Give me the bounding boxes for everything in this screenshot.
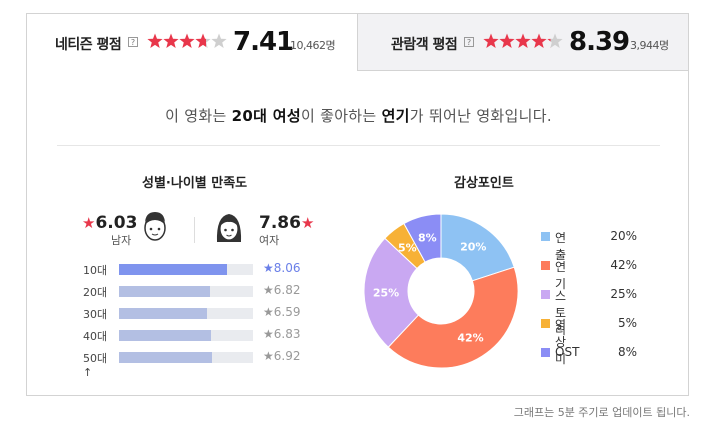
- age-score: ★6.59: [263, 305, 300, 319]
- audience-count: 3,944명: [630, 39, 669, 52]
- rating-panel: 네티즌 평점 ? 7.41 10,462명 관람객 평점 ? 8.39 3,94…: [26, 13, 689, 396]
- star-icon: [163, 33, 179, 48]
- star-icon: ★: [300, 214, 315, 232]
- star-icon: [499, 33, 515, 48]
- age-label: 10대: [83, 264, 108, 277]
- legend-label: 스토리: [555, 289, 567, 337]
- age-score-value: 6.82: [273, 283, 301, 297]
- audience-rating-label: 관람객 평점: [391, 37, 458, 53]
- star-icon: ★: [263, 283, 274, 297]
- legend-value: 42%: [610, 258, 637, 272]
- male-avatar-icon: [144, 212, 166, 241]
- legend-value: 20%: [610, 229, 637, 243]
- donut-slice: [403, 213, 442, 263]
- slice-value-label: 42%: [457, 331, 483, 344]
- legend-swatch: [541, 261, 550, 270]
- star-icon: [483, 33, 499, 48]
- audience-score: 8.39: [569, 27, 630, 57]
- male-label: 남자: [111, 234, 132, 247]
- age-bar: [119, 330, 211, 341]
- female-label: 여자: [259, 234, 280, 247]
- netizen-star-rating: [147, 33, 227, 48]
- donut-slice: [363, 237, 420, 348]
- age-bar: [119, 308, 208, 319]
- age-score-value: 6.83: [273, 327, 301, 341]
- age-bar-track: [119, 286, 253, 297]
- watch-point-donut-chart: 20% 42% 25% 5%8%: [363, 213, 519, 369]
- tab-audience-rating[interactable]: 관람객 평점 ? 8.39 3,944명: [357, 14, 688, 71]
- female-score-value: 7.86: [259, 213, 301, 233]
- age-bar: [119, 264, 227, 275]
- age-bar-track: [119, 308, 253, 319]
- age-score: ★6.83: [263, 327, 300, 341]
- star-icon: [211, 33, 227, 48]
- star-icon: ★: [263, 349, 274, 363]
- age-bar: [119, 286, 211, 297]
- netizen-count: 10,462명: [290, 39, 336, 52]
- star-icon: [195, 33, 211, 48]
- age-score: ★6.92: [263, 349, 300, 363]
- age-bar-track: [119, 352, 253, 363]
- star-icon: [147, 33, 163, 48]
- age-label: 40대: [83, 330, 108, 343]
- netizen-score: 7.41: [233, 27, 294, 57]
- star-icon: [547, 33, 563, 48]
- star-icon: ★: [263, 305, 274, 319]
- slice-value-label: 25%: [373, 287, 399, 300]
- age-bar-track: [119, 330, 253, 341]
- slice-value-label: 20%: [460, 241, 486, 254]
- age-score: ★6.82: [263, 283, 300, 297]
- male-score: ★6.03: [82, 213, 137, 233]
- legend-label: OST: [555, 345, 580, 359]
- legend-swatch: [541, 319, 550, 328]
- legend-value: 8%: [617, 345, 637, 359]
- summary-text: 이 영화는: [165, 107, 232, 125]
- age-bar: [119, 352, 212, 363]
- female-score: 7.86★: [259, 213, 314, 233]
- donut-slice: [387, 266, 519, 369]
- legend-swatch: [541, 232, 550, 241]
- legend-swatch: [541, 290, 550, 299]
- legend-label: 연출: [555, 231, 567, 262]
- watch-point-section-title: 감상포인트: [454, 176, 514, 191]
- netizen-rating-label: 네티즌 평점: [55, 37, 122, 53]
- help-icon[interactable]: ?: [464, 37, 474, 47]
- slice-value-label: 5%: [398, 242, 417, 255]
- age-label: 20대: [83, 286, 108, 299]
- help-icon[interactable]: ?: [128, 37, 138, 47]
- age-score-value: 6.92: [273, 349, 301, 363]
- star-icon: ★: [263, 327, 274, 341]
- age-score: ★8.06: [263, 261, 300, 275]
- age-label: 50대↑: [83, 352, 108, 379]
- summary-text: 가 뛰어난 영화입니다.: [409, 107, 552, 125]
- legend-label: 영상미: [555, 318, 567, 366]
- gender-age-section-title: 성별·나이별 만족도: [142, 176, 248, 191]
- male-score-value: 6.03: [95, 213, 138, 233]
- summary-target-group: 20대 여성: [231, 107, 301, 125]
- star-icon: [515, 33, 531, 48]
- female-avatar-icon: [216, 214, 242, 242]
- star-icon: ★: [263, 261, 274, 275]
- donut-slice: [440, 213, 515, 282]
- age-label: 30대: [83, 308, 108, 321]
- star-icon: [179, 33, 195, 48]
- star-icon: ★: [82, 214, 96, 232]
- audience-star-rating: [483, 33, 563, 48]
- summary-highlight-point: 연기: [381, 107, 410, 125]
- summary-text: 이 좋아하는: [300, 107, 382, 125]
- age-score-value: 8.06: [273, 261, 301, 275]
- update-note: 그래프는 5분 주기로 업데이트 됩니다.: [513, 406, 690, 419]
- legend-value: 25%: [610, 287, 637, 301]
- age-bar-track: [119, 264, 253, 275]
- tab-netizen-rating[interactable]: 네티즌 평점 ? 7.41 10,462명: [27, 14, 357, 71]
- legend-swatch: [541, 348, 550, 357]
- audience-summary: 이 영화는 20대 여성이 좋아하는 연기가 뛰어난 영화입니다.: [27, 105, 690, 126]
- age-score-value: 6.59: [273, 305, 301, 319]
- legend-value: 5%: [617, 316, 637, 330]
- legend-label: 연기: [555, 260, 567, 291]
- star-icon: [531, 33, 547, 48]
- slice-value-label: 8%: [418, 232, 437, 245]
- divider: [57, 145, 660, 146]
- divider: [194, 217, 195, 243]
